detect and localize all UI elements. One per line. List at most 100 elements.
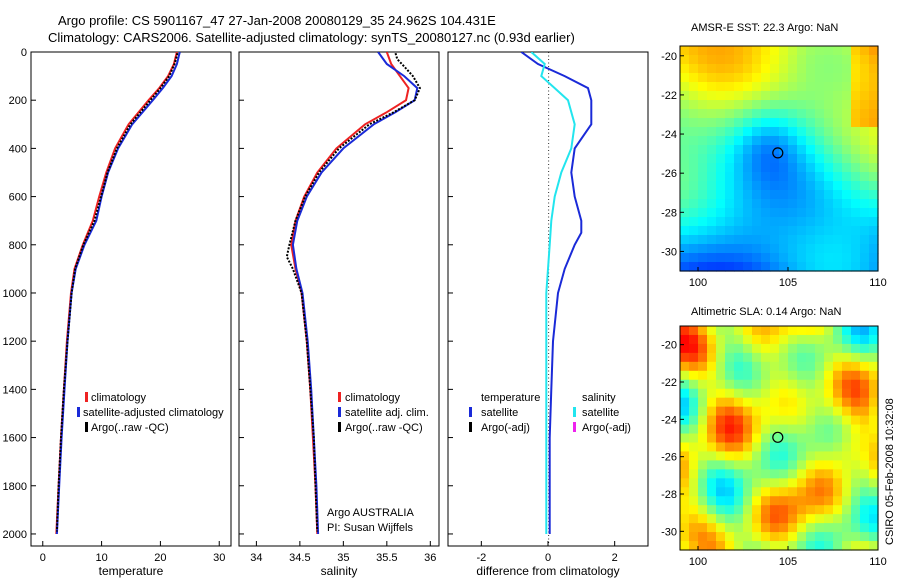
sst-map-cell	[797, 208, 807, 218]
sla-map-cell	[770, 352, 780, 363]
sst-map-cell	[707, 91, 717, 101]
sla-map-cell	[788, 361, 798, 372]
sla-map-cell	[842, 487, 852, 497]
sla-map-cell	[680, 505, 690, 515]
sst-map-cell	[752, 226, 762, 236]
sla-map-cell	[851, 487, 861, 497]
sla-map-cell	[842, 361, 852, 372]
sst-map-cell	[851, 136, 861, 146]
sla-map-cell	[869, 460, 879, 470]
sla-map-cell	[689, 433, 699, 444]
sst-map-cell	[716, 64, 726, 74]
sst-map-cell	[752, 136, 762, 146]
sst-map-cell	[779, 73, 789, 83]
sst-map-cell	[707, 82, 717, 92]
sla-map-cell	[797, 379, 807, 390]
sst-map-cell	[734, 199, 744, 209]
sst-map-ticks: 100 105 110 -20 -22 -24 -26 -28 -30	[661, 51, 887, 289]
sst-map-cell	[716, 262, 726, 272]
sla-map-cell	[752, 514, 762, 524]
sla-map-cell	[743, 370, 753, 381]
sla-map-cell	[788, 415, 798, 426]
sla-map-cell	[689, 496, 699, 506]
sla-map-cell	[833, 379, 843, 390]
sla-map-cell	[824, 460, 834, 470]
sla-map-cell	[743, 334, 753, 345]
sla-map-cell	[770, 505, 780, 515]
sla-map-cell	[860, 451, 870, 461]
sla-map-cell	[725, 361, 735, 372]
sla-map-cell	[752, 379, 762, 390]
salinity-xlabel: salinity	[321, 564, 358, 578]
sst-map-cell	[743, 253, 753, 263]
sst-map-cell	[824, 91, 834, 101]
sst-map-cell	[761, 109, 771, 119]
sst-map-cell	[824, 226, 834, 236]
sla-map-cell	[869, 406, 879, 417]
sla-map-cell	[842, 442, 852, 453]
sst-map-cell	[761, 100, 771, 110]
sst-map-cell	[698, 208, 708, 218]
sla-map-cell	[725, 343, 735, 354]
sla-map-cell	[716, 496, 726, 506]
sla-map-cell	[770, 388, 780, 399]
sst-map-y-tick-label: -30	[661, 246, 677, 258]
sla-map-cell	[824, 433, 834, 444]
sst-map-cell	[806, 226, 816, 236]
sla-map-cell	[779, 388, 789, 399]
sla-map-cell	[851, 460, 861, 470]
sla-map-cell	[824, 343, 834, 354]
sla-map-cell	[869, 334, 879, 345]
sst-map-cell	[743, 82, 753, 92]
sla-map-cell	[716, 424, 726, 435]
sst-map-cell	[860, 82, 870, 92]
sst-map-cell	[806, 145, 816, 155]
sst-map-cell	[698, 235, 708, 245]
sla-map-cell	[851, 541, 861, 551]
sst-map-cell	[779, 208, 789, 218]
sla-map-cell	[770, 334, 780, 345]
sla-map-cell	[869, 379, 879, 390]
sst-map-cell	[815, 82, 825, 92]
sst-map-cell	[851, 145, 861, 155]
sst-map-cell	[869, 55, 879, 65]
sst-map-panel: AMSR-E SST: 22.3 Argo: NaN 100 105 110 -20 -…	[661, 22, 887, 289]
sst-map-cell	[815, 91, 825, 101]
sst-map-cell	[860, 172, 870, 182]
sst-map-cell	[806, 163, 816, 173]
sla-map-cell	[797, 478, 807, 488]
sla-map-cell	[797, 415, 807, 426]
sla-map-cell	[770, 487, 780, 497]
sla-map-cell	[734, 334, 744, 345]
credit-stamp: CSIRO 05-Feb-2008 10:32:08	[884, 398, 896, 545]
sla-map-cell	[689, 505, 699, 515]
sst-map-cell	[689, 46, 699, 56]
sst-map-cell	[725, 172, 735, 182]
sst-map-cell	[725, 235, 735, 245]
sst-map-cell	[779, 262, 789, 272]
sst-map-cell	[716, 154, 726, 164]
sst-map-cell	[743, 109, 753, 119]
sla-map-cell	[761, 406, 771, 417]
sst-map-cell	[860, 253, 870, 263]
sst-map-cell	[734, 118, 744, 128]
sla-map-cell	[806, 478, 816, 488]
sst-map-cell	[833, 244, 843, 254]
sla-map-cell	[788, 433, 798, 444]
sla-map-cell	[680, 415, 690, 426]
sla-map-cell	[689, 397, 699, 408]
sla-map-cell	[761, 451, 771, 461]
sst-map-cell	[716, 55, 726, 65]
sla-map-cell	[752, 505, 762, 515]
sla-map-cell	[824, 352, 834, 363]
sst-map-cell	[698, 262, 708, 272]
sla-map-cell	[860, 478, 870, 488]
sla-map-cell	[698, 406, 708, 417]
sla-map-cell	[743, 379, 753, 390]
sla-map-cell	[734, 478, 744, 488]
sst-map-cell	[716, 172, 726, 182]
sst-map-cell	[815, 181, 825, 191]
temperature-lines	[55, 52, 181, 535]
sst-map-cell	[716, 118, 726, 128]
sst-map-cell	[869, 73, 879, 83]
